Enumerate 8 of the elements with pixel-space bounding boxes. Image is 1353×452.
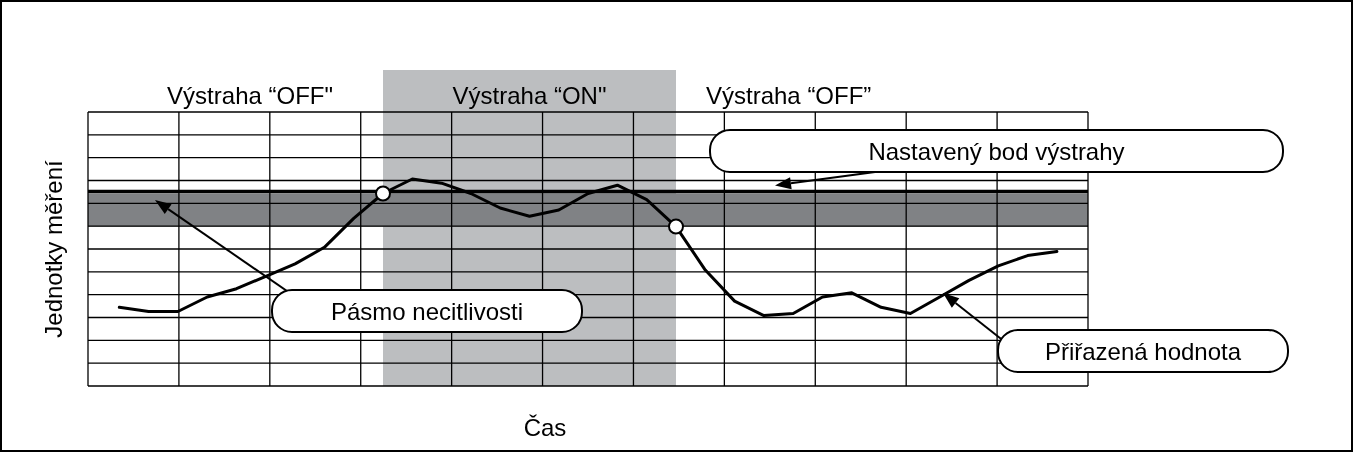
x-axis-title: Čas: [523, 414, 567, 441]
y-axis-title: Jednotky měření: [40, 159, 67, 338]
ref-line-label: Nastavený bod výstrahy: [868, 138, 1125, 165]
text: Výstraha “ON": [452, 82, 607, 109]
text: Přiřazená hodnota: [1044, 338, 1242, 365]
text: Výstraha “OFF": [167, 82, 333, 109]
band-label: Pásmo necitlivosti: [330, 298, 524, 325]
text: Výstraha “OFF”: [706, 82, 872, 109]
